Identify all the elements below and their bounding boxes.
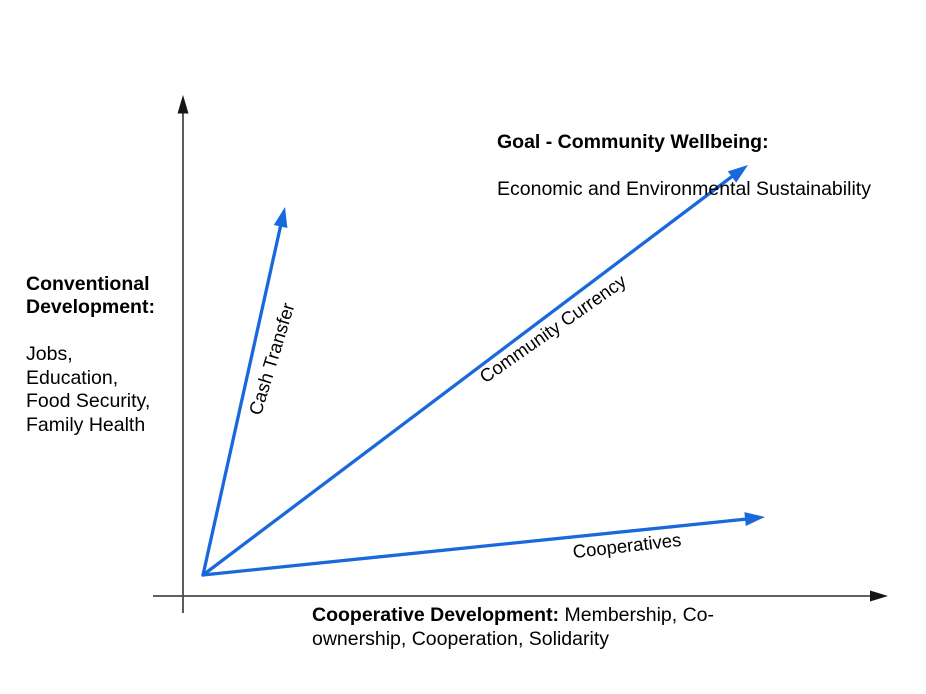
y-axis-arrowhead-icon: [177, 95, 189, 114]
arrow-cash-transfer-head-icon: [273, 207, 288, 228]
y-axis-label: Conventional Development: Jobs, Educatio…: [26, 249, 155, 461]
goal-subtitle: Economic and Environmental Sustainabilit…: [497, 177, 871, 200]
goal-title: Goal - Community Wellbeing:: [497, 130, 769, 153]
arrow-community-currency: [201, 173, 736, 577]
y-axis-label-items: Jobs, Education, Food Security, Family H…: [26, 343, 151, 436]
arrow-cooperatives-head-icon: [744, 512, 765, 526]
y-axis-label-title: Conventional Development:: [26, 272, 155, 319]
arrow-cash-transfer: [201, 222, 283, 577]
x-axis-label: Cooperative Development: Membership, Co-…: [312, 604, 714, 651]
goal-label: Goal - Community Wellbeing: Economic and…: [497, 107, 871, 225]
x-axis-label-title: Cooperative Development:: [312, 604, 560, 626]
arrow-community-currency-head-icon: [727, 165, 748, 183]
arrow-cooperatives: [201, 517, 749, 577]
x-axis-label-items: Membership, Co- ownership, Cooperation, …: [312, 604, 715, 650]
x-axis-arrowhead-icon: [870, 590, 888, 602]
